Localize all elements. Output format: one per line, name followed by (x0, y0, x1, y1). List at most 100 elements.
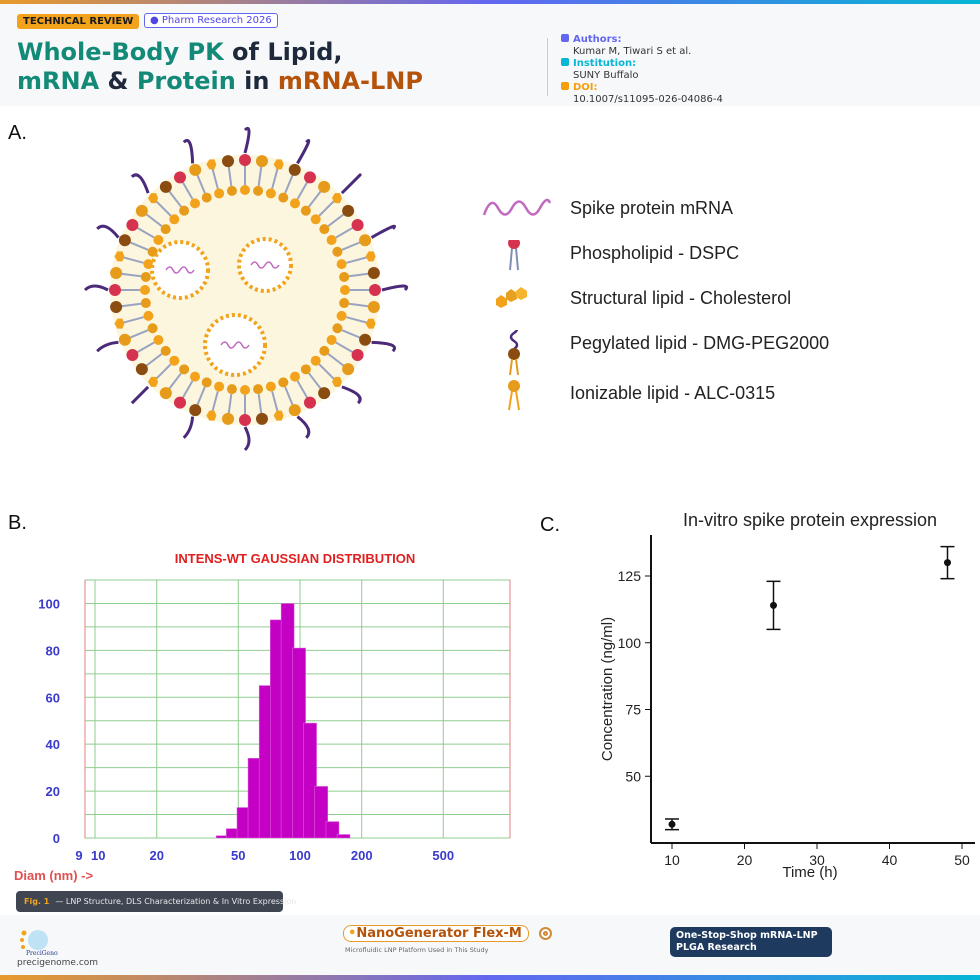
lipid-head (174, 171, 186, 184)
inner-lipid (319, 224, 330, 235)
lipid-head (367, 300, 380, 313)
peg-chain (182, 139, 195, 164)
title-part: of Lipid, (232, 38, 343, 66)
bottom-accent-bar (0, 975, 980, 980)
journal-name: Pharm Research 2026 (161, 15, 272, 26)
title-part: mRNA-LNP (277, 67, 423, 95)
cta-line: One-Stop-Shop mRNA-LNP (676, 930, 818, 941)
lipid-head (222, 412, 235, 425)
inner-lipid (340, 285, 350, 295)
x-tick-label: 20 (149, 848, 163, 863)
product-name: NanoGenerator Flex-M (356, 926, 522, 941)
inner-lipid (179, 205, 190, 216)
inner-lipid (143, 310, 154, 321)
inner-lipid (147, 323, 158, 334)
x-tick-label: 20 (737, 852, 753, 868)
precigenome-logo[interactable]: PreciGenome (18, 929, 58, 957)
mrna-wave-icon (482, 198, 552, 216)
lipid-head (126, 349, 139, 361)
inner-lipid (201, 377, 212, 388)
product-subtitle: Microfluidic LNP Platform Used in This S… (345, 946, 489, 954)
cta-button[interactable]: One-Stop-Shop mRNA-LNP PLGA Research (670, 927, 832, 957)
institution-icon (561, 58, 569, 66)
lipid-head (351, 349, 364, 361)
lipid-head (255, 155, 268, 168)
title-part: mRNA (17, 67, 100, 95)
inner-lipid (319, 345, 330, 356)
header: TECHNICAL REVIEW ● Pharm Research 2026 W… (0, 4, 980, 106)
inner-lipid (240, 385, 250, 395)
panel-label-a: A. (8, 122, 27, 144)
peg-chain (243, 426, 251, 452)
data-point (770, 601, 777, 609)
histogram-bar (280, 603, 295, 839)
journal-tag[interactable]: ● Pharm Research 2026 (144, 13, 278, 28)
institution-label: Institution: (573, 58, 637, 69)
doi-icon (561, 82, 569, 90)
inner-lipid (153, 235, 164, 245)
data-point (944, 559, 951, 567)
institution-value: SUNY Buffalo (573, 70, 639, 81)
cholesterol (148, 376, 159, 387)
histogram-bar (336, 834, 351, 839)
x-axis-label: Diam (nm) -> (14, 868, 94, 883)
y-tick-label: 125 (618, 568, 642, 584)
legend-label: Structural lipid - Cholesterol (570, 288, 792, 308)
peg-chain (296, 415, 311, 439)
x-tick-label: 50 (954, 852, 970, 868)
lipid-head (359, 333, 372, 346)
target-icon (539, 927, 552, 940)
lipid-head (118, 333, 131, 346)
svg-text:PreciGenome: PreciGenome (26, 950, 58, 957)
histogram-bar (325, 821, 340, 839)
website-link[interactable]: precigenome.com (17, 958, 99, 968)
peg-chain (130, 173, 150, 194)
inner-lipid (190, 198, 200, 209)
inner-lipid (290, 198, 300, 209)
histogram-bar (314, 786, 329, 839)
inner-lipid (190, 371, 200, 382)
cholesterol (273, 410, 284, 421)
inner-lipid (326, 235, 337, 245)
x-tick-label: 200 (351, 848, 373, 863)
lipid-head (318, 180, 331, 193)
inner-lipid (265, 188, 276, 199)
inner-lipid (160, 224, 171, 235)
legend-item-cholesterol: Structural lipid - Cholesterol (480, 285, 880, 315)
lipid-head (126, 219, 139, 231)
inner-lipid (300, 205, 311, 216)
inner-lipid (253, 185, 264, 196)
panel-label-b: B. (8, 512, 27, 534)
lipid-head (369, 284, 381, 296)
peg-chain (341, 385, 362, 405)
chart-title: INTENS-WT GAUSSIAN DISTRIBUTION (175, 551, 416, 566)
lipid-head (118, 234, 131, 247)
mrna-strand (250, 261, 280, 269)
cholesterol (365, 251, 376, 262)
lipid-head (189, 404, 202, 417)
doi-value[interactable]: 10.1007/s11095-026-04086-4 (573, 94, 723, 105)
cholesterol (206, 159, 217, 170)
lipid-head (304, 171, 316, 184)
peg-chain (182, 416, 195, 439)
y-tick-label: 50 (625, 768, 641, 784)
lipid-head (239, 414, 251, 426)
cholesterol (273, 159, 284, 170)
product-badge[interactable]: •NanoGenerator Flex-M (343, 925, 529, 942)
inner-lipid (169, 355, 180, 366)
lipid-head (304, 396, 316, 409)
inner-lipid (140, 271, 151, 282)
lipid-head (135, 204, 148, 217)
inner-lipid (265, 381, 276, 392)
mrna-strand (165, 266, 195, 274)
inner-lipid (201, 192, 212, 203)
legend-label: Ionizable lipid - ALC-0315 (570, 383, 776, 403)
lipid-head (351, 219, 364, 231)
title-part: & (107, 67, 129, 95)
peg-chain (83, 284, 109, 292)
inner-lipid (326, 335, 337, 345)
peg-chain (130, 385, 150, 405)
x-tick-label: 10 (91, 848, 105, 863)
x-tick-label: 30 (809, 852, 825, 868)
lipid-head (174, 396, 186, 409)
